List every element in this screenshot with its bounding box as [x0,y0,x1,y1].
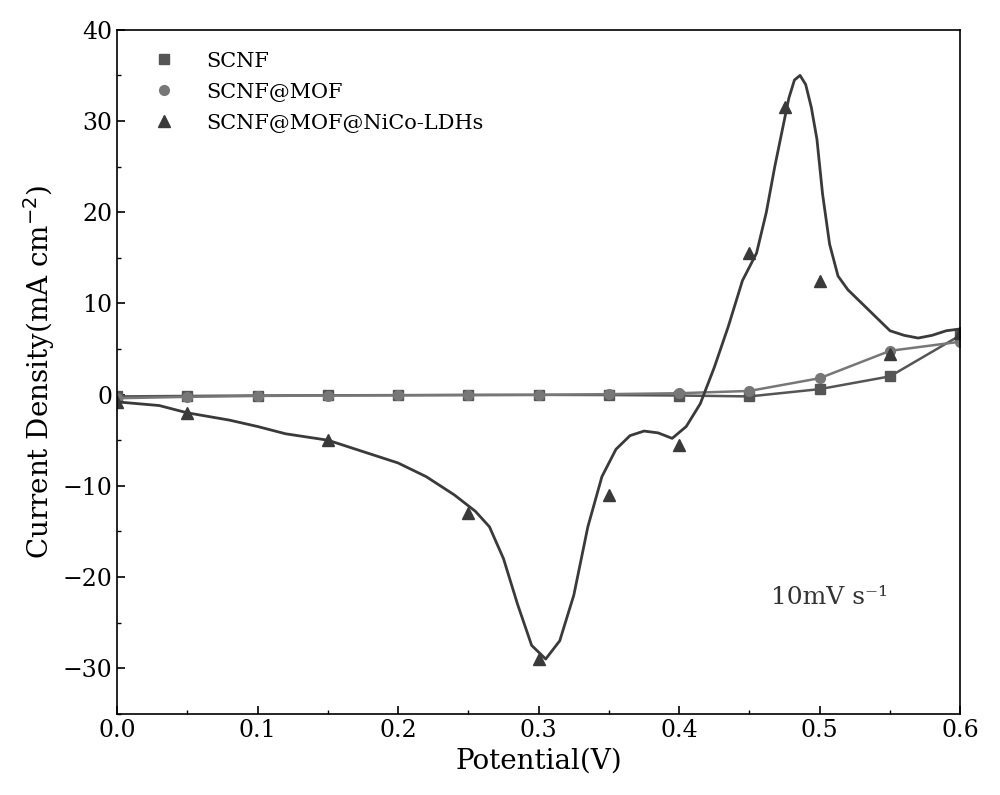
Line: SCNF: SCNF [112,331,965,401]
SCNF@MOF [884,346,896,355]
SCNF@MOF [252,391,264,401]
SCNF@MOF [322,390,334,400]
SCNF@MOF@NiCo-LDHs [181,408,193,417]
SCNF@MOF@NiCo-LDHs [814,276,826,285]
SCNF [814,384,826,394]
SCNF@MOF@NiCo-LDHs [743,249,755,258]
SCNF [252,390,264,400]
SCNF [181,391,193,401]
SCNF@MOF [392,390,404,400]
Line: SCNF@MOF@NiCo-LDHs: SCNF@MOF@NiCo-LDHs [111,102,966,665]
SCNF@MOF [111,394,123,403]
SCNF [533,390,545,400]
Text: 10mV s⁻¹: 10mV s⁻¹ [771,587,888,609]
SCNF [392,390,404,400]
SCNF [954,331,966,340]
SCNF@MOF [814,374,826,383]
SCNF@MOF [181,392,193,401]
Y-axis label: Current Density(mA cm$^{-2}$): Current Density(mA cm$^{-2}$) [21,184,57,559]
Line: SCNF@MOF: SCNF@MOF [112,337,965,403]
SCNF [603,390,615,400]
SCNF@MOF [462,390,474,400]
SCNF@MOF@NiCo-LDHs [779,103,791,112]
SCNF@MOF@NiCo-LDHs [954,328,966,337]
SCNF@MOF@NiCo-LDHs [673,440,685,449]
SCNF [673,390,685,400]
SCNF@MOF@NiCo-LDHs [884,349,896,359]
X-axis label: Potential(V): Potential(V) [455,747,622,774]
SCNF [884,371,896,381]
SCNF@MOF@NiCo-LDHs [462,508,474,518]
SCNF@MOF@NiCo-LDHs [111,398,123,407]
SCNF [111,392,123,401]
SCNF@MOF@NiCo-LDHs [603,491,615,500]
SCNF [462,390,474,400]
SCNF@MOF [603,390,615,399]
SCNF [743,392,755,401]
Legend: SCNF, SCNF@MOF, SCNF@MOF@NiCo-LDHs: SCNF, SCNF@MOF, SCNF@MOF@NiCo-LDHs [127,41,494,143]
SCNF@MOF [954,337,966,347]
SCNF@MOF [743,386,755,396]
SCNF@MOF@NiCo-LDHs [322,436,334,445]
SCNF [322,390,334,400]
SCNF@MOF@NiCo-LDHs [533,654,545,664]
SCNF@MOF [533,390,545,400]
SCNF@MOF [673,389,685,398]
